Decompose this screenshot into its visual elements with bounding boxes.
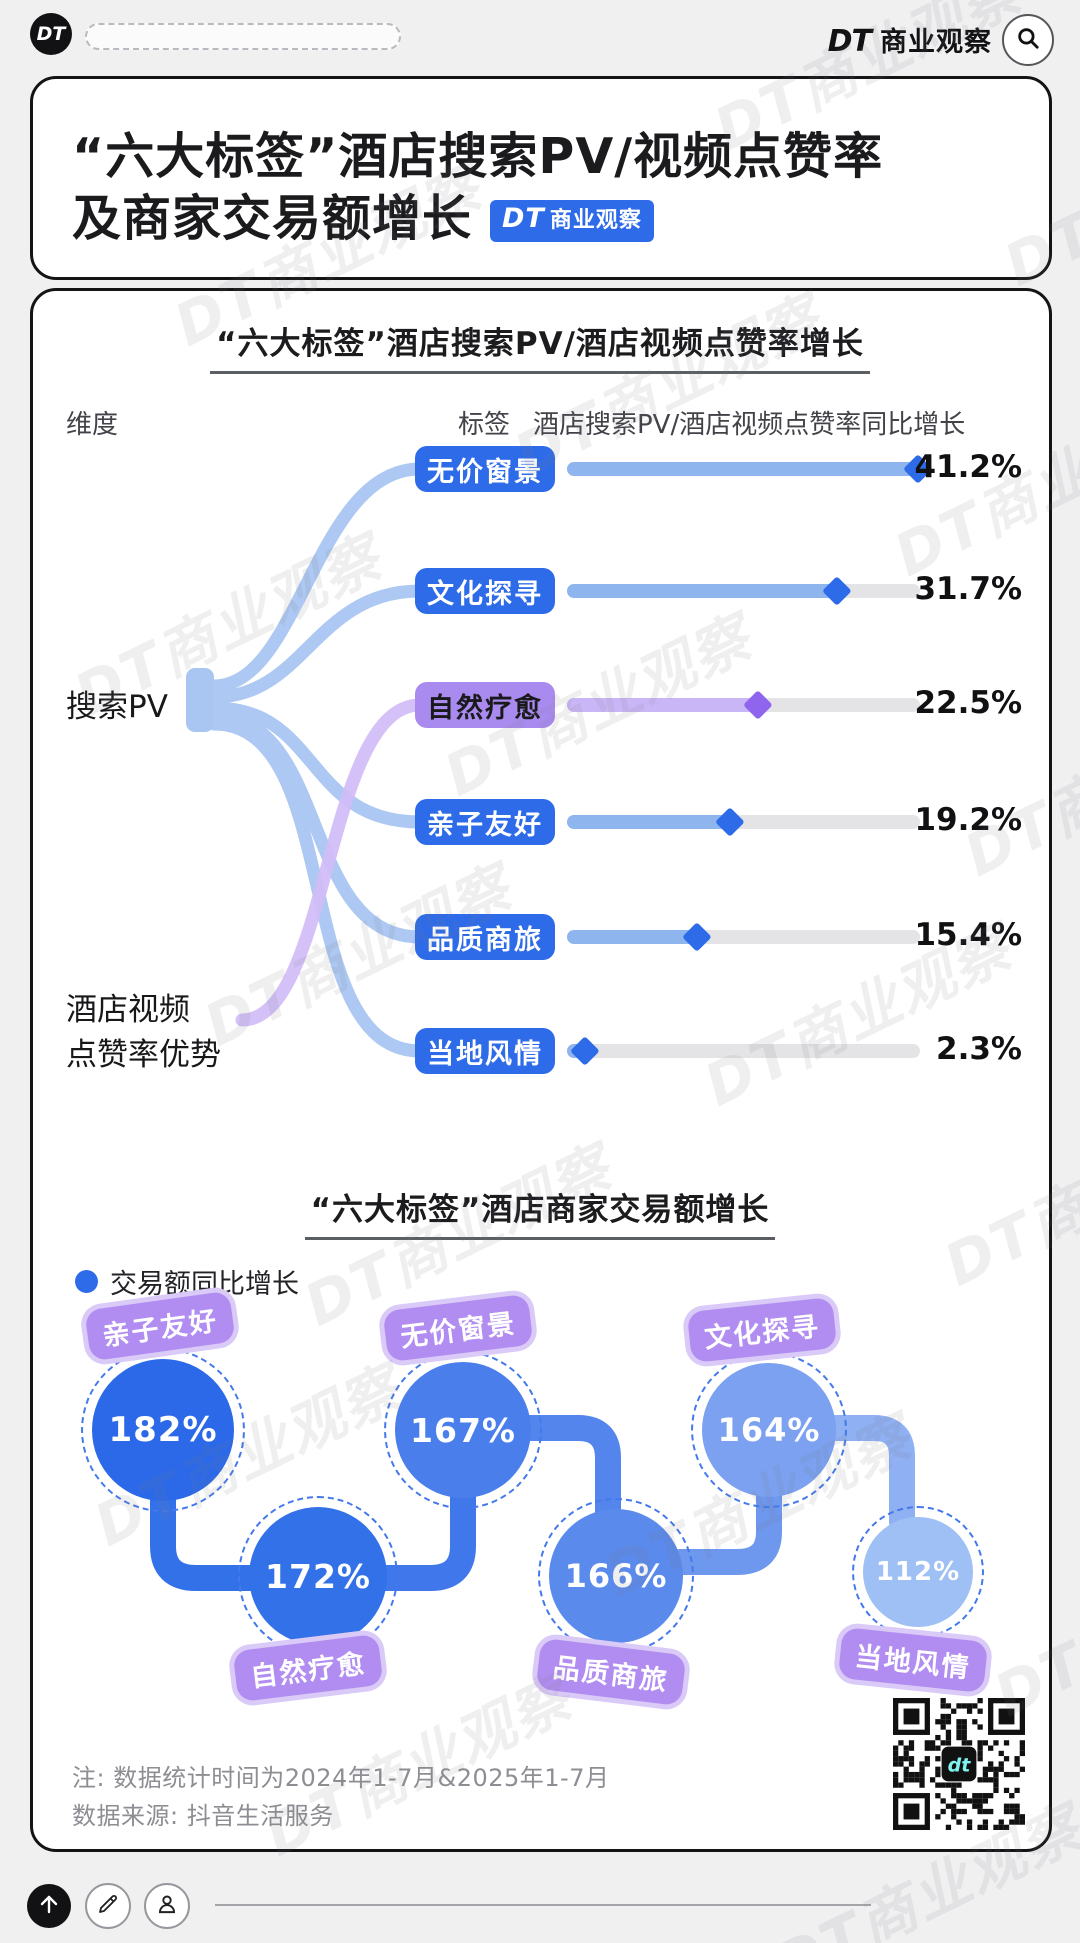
chart1-title: “六大标签”酒店搜索PV/酒店视频点赞率增长 (0, 318, 1080, 374)
row-value: 15.4% (914, 917, 1022, 953)
bubble-disc: 167% (395, 1362, 531, 1498)
chart1-row: 文化探寻 31.7% (0, 568, 1080, 614)
poster-title: “六大标签”酒店搜索PV/视频点赞率 及商家交易额增长 DT 商业观察 (72, 126, 883, 249)
row-value: 31.7% (914, 571, 1022, 607)
qr-code: dt (893, 1698, 1025, 1830)
brand-name-text: 商业观察 (880, 27, 992, 58)
bar-fill (567, 584, 839, 598)
bubble-value: 167% (410, 1410, 516, 1450)
chart1-row: 品质商旅 15.4% (0, 914, 1080, 960)
bar-fill (567, 930, 699, 944)
tag-badge: 品质商旅 (415, 914, 555, 960)
bubble-disc: 172% (249, 1507, 387, 1645)
chart1-row: 当地风情 2.3% (0, 1028, 1080, 1074)
bubble-disc: 182% (92, 1359, 234, 1501)
chart1-row: 亲子友好 19.2% (0, 799, 1080, 845)
bubble-value: 164% (717, 1411, 821, 1449)
diamond-marker (821, 576, 852, 606)
pencil-icon (96, 1892, 120, 1920)
poster-title-line2: 及商家交易额增长 (72, 189, 473, 247)
dt-logo: DT (30, 13, 72, 55)
bubble-value: 112% (875, 1557, 961, 1587)
bar-track (567, 454, 933, 484)
bar-fill (567, 698, 760, 712)
chart1-title-text: “六大标签”酒店搜索PV/酒店视频点赞率增长 (210, 318, 870, 374)
row-value: 41.2% (914, 449, 1022, 485)
bar-track (567, 576, 920, 606)
chart1-row: 无价窗景 41.2% (0, 446, 1080, 492)
chart2-title: “六大标签”酒店商家交易额增长 (0, 1184, 1080, 1240)
diamond-marker (681, 922, 712, 952)
bar-track (567, 1036, 920, 1066)
dimension-video-like: 酒店视频 点赞率优势 (66, 988, 221, 1078)
diamond-marker (742, 690, 773, 720)
dimension-search-pv: 搜索PV (66, 689, 168, 725)
search-button[interactable] (1002, 14, 1054, 66)
chart1-row: 自然疗愈 22.5% (0, 682, 1080, 728)
scroll-top-button[interactable] (27, 1884, 71, 1928)
brand-dt-text: DT (827, 24, 872, 59)
bubble-value: 172% (265, 1556, 371, 1596)
bar-track (567, 922, 920, 952)
tag-badge: 无价窗景 (415, 446, 555, 492)
title-placeholder-field[interactable] (85, 23, 401, 50)
column-header-tag: 标签 (458, 410, 511, 440)
person-icon (154, 1891, 180, 1921)
poster-title-line1: “六大标签”酒店搜索PV/视频点赞率 (72, 128, 884, 185)
header-badge-name: 商业观察 (549, 207, 642, 233)
search-icon (1015, 25, 1041, 55)
diamond-marker (569, 1036, 600, 1066)
chart2-title-text: “六大标签”酒店商家交易额增长 (304, 1184, 776, 1240)
row-value: 19.2% (914, 802, 1022, 838)
column-header-value: 酒店搜索PV/酒店视频点赞率同比增长 (533, 410, 966, 440)
footnote-line2: 数据来源: 抖音生活服务 (72, 1802, 334, 1830)
profile-button[interactable] (144, 1883, 190, 1929)
topbar-brand: DT 商业观察 (768, 20, 992, 59)
row-value: 22.5% (914, 685, 1022, 721)
diamond-marker (714, 807, 745, 837)
bar-fill (567, 462, 920, 476)
poster-title-line2-wrap: 及商家交易额增长 DT 商业观察 (72, 188, 883, 250)
dimension-video-line2: 点赞率优势 (66, 1036, 221, 1073)
svg-text:dt: dt (948, 1754, 972, 1776)
tag-badge: 亲子友好 (415, 799, 555, 845)
column-header-dimension: 维度 (66, 410, 119, 440)
bar-track (567, 690, 920, 720)
bar-fill (567, 815, 732, 829)
header-badge: DT 商业观察 (490, 199, 654, 242)
bubble-disc: 166% (549, 1509, 683, 1643)
chart2-legend: 交易额同比增长 (75, 1262, 299, 1301)
bubble-disc: 164% (702, 1363, 836, 1497)
legend-dot (75, 1270, 98, 1293)
bar-track (567, 807, 920, 837)
edit-button[interactable] (85, 1883, 131, 1929)
footnote-line1: 注: 数据统计时间为2024年1-7月&2025年1-7月 (72, 1764, 610, 1792)
tag-badge: 自然疗愈 (415, 682, 555, 728)
up-arrow-icon (37, 1892, 61, 1920)
bubble-value: 166% (564, 1557, 668, 1595)
bubble-disc: 112% (863, 1517, 973, 1627)
tag-badge: 文化探寻 (415, 568, 555, 614)
row-value: 2.3% (936, 1031, 1022, 1067)
header-badge-dt: DT (502, 202, 545, 234)
footer-divider (215, 1904, 871, 1906)
tag-badge: 当地风情 (415, 1028, 555, 1074)
dimension-video-line1: 酒店视频 (66, 992, 190, 1028)
title-card (30, 76, 1052, 280)
bubble-value: 182% (108, 1410, 218, 1450)
